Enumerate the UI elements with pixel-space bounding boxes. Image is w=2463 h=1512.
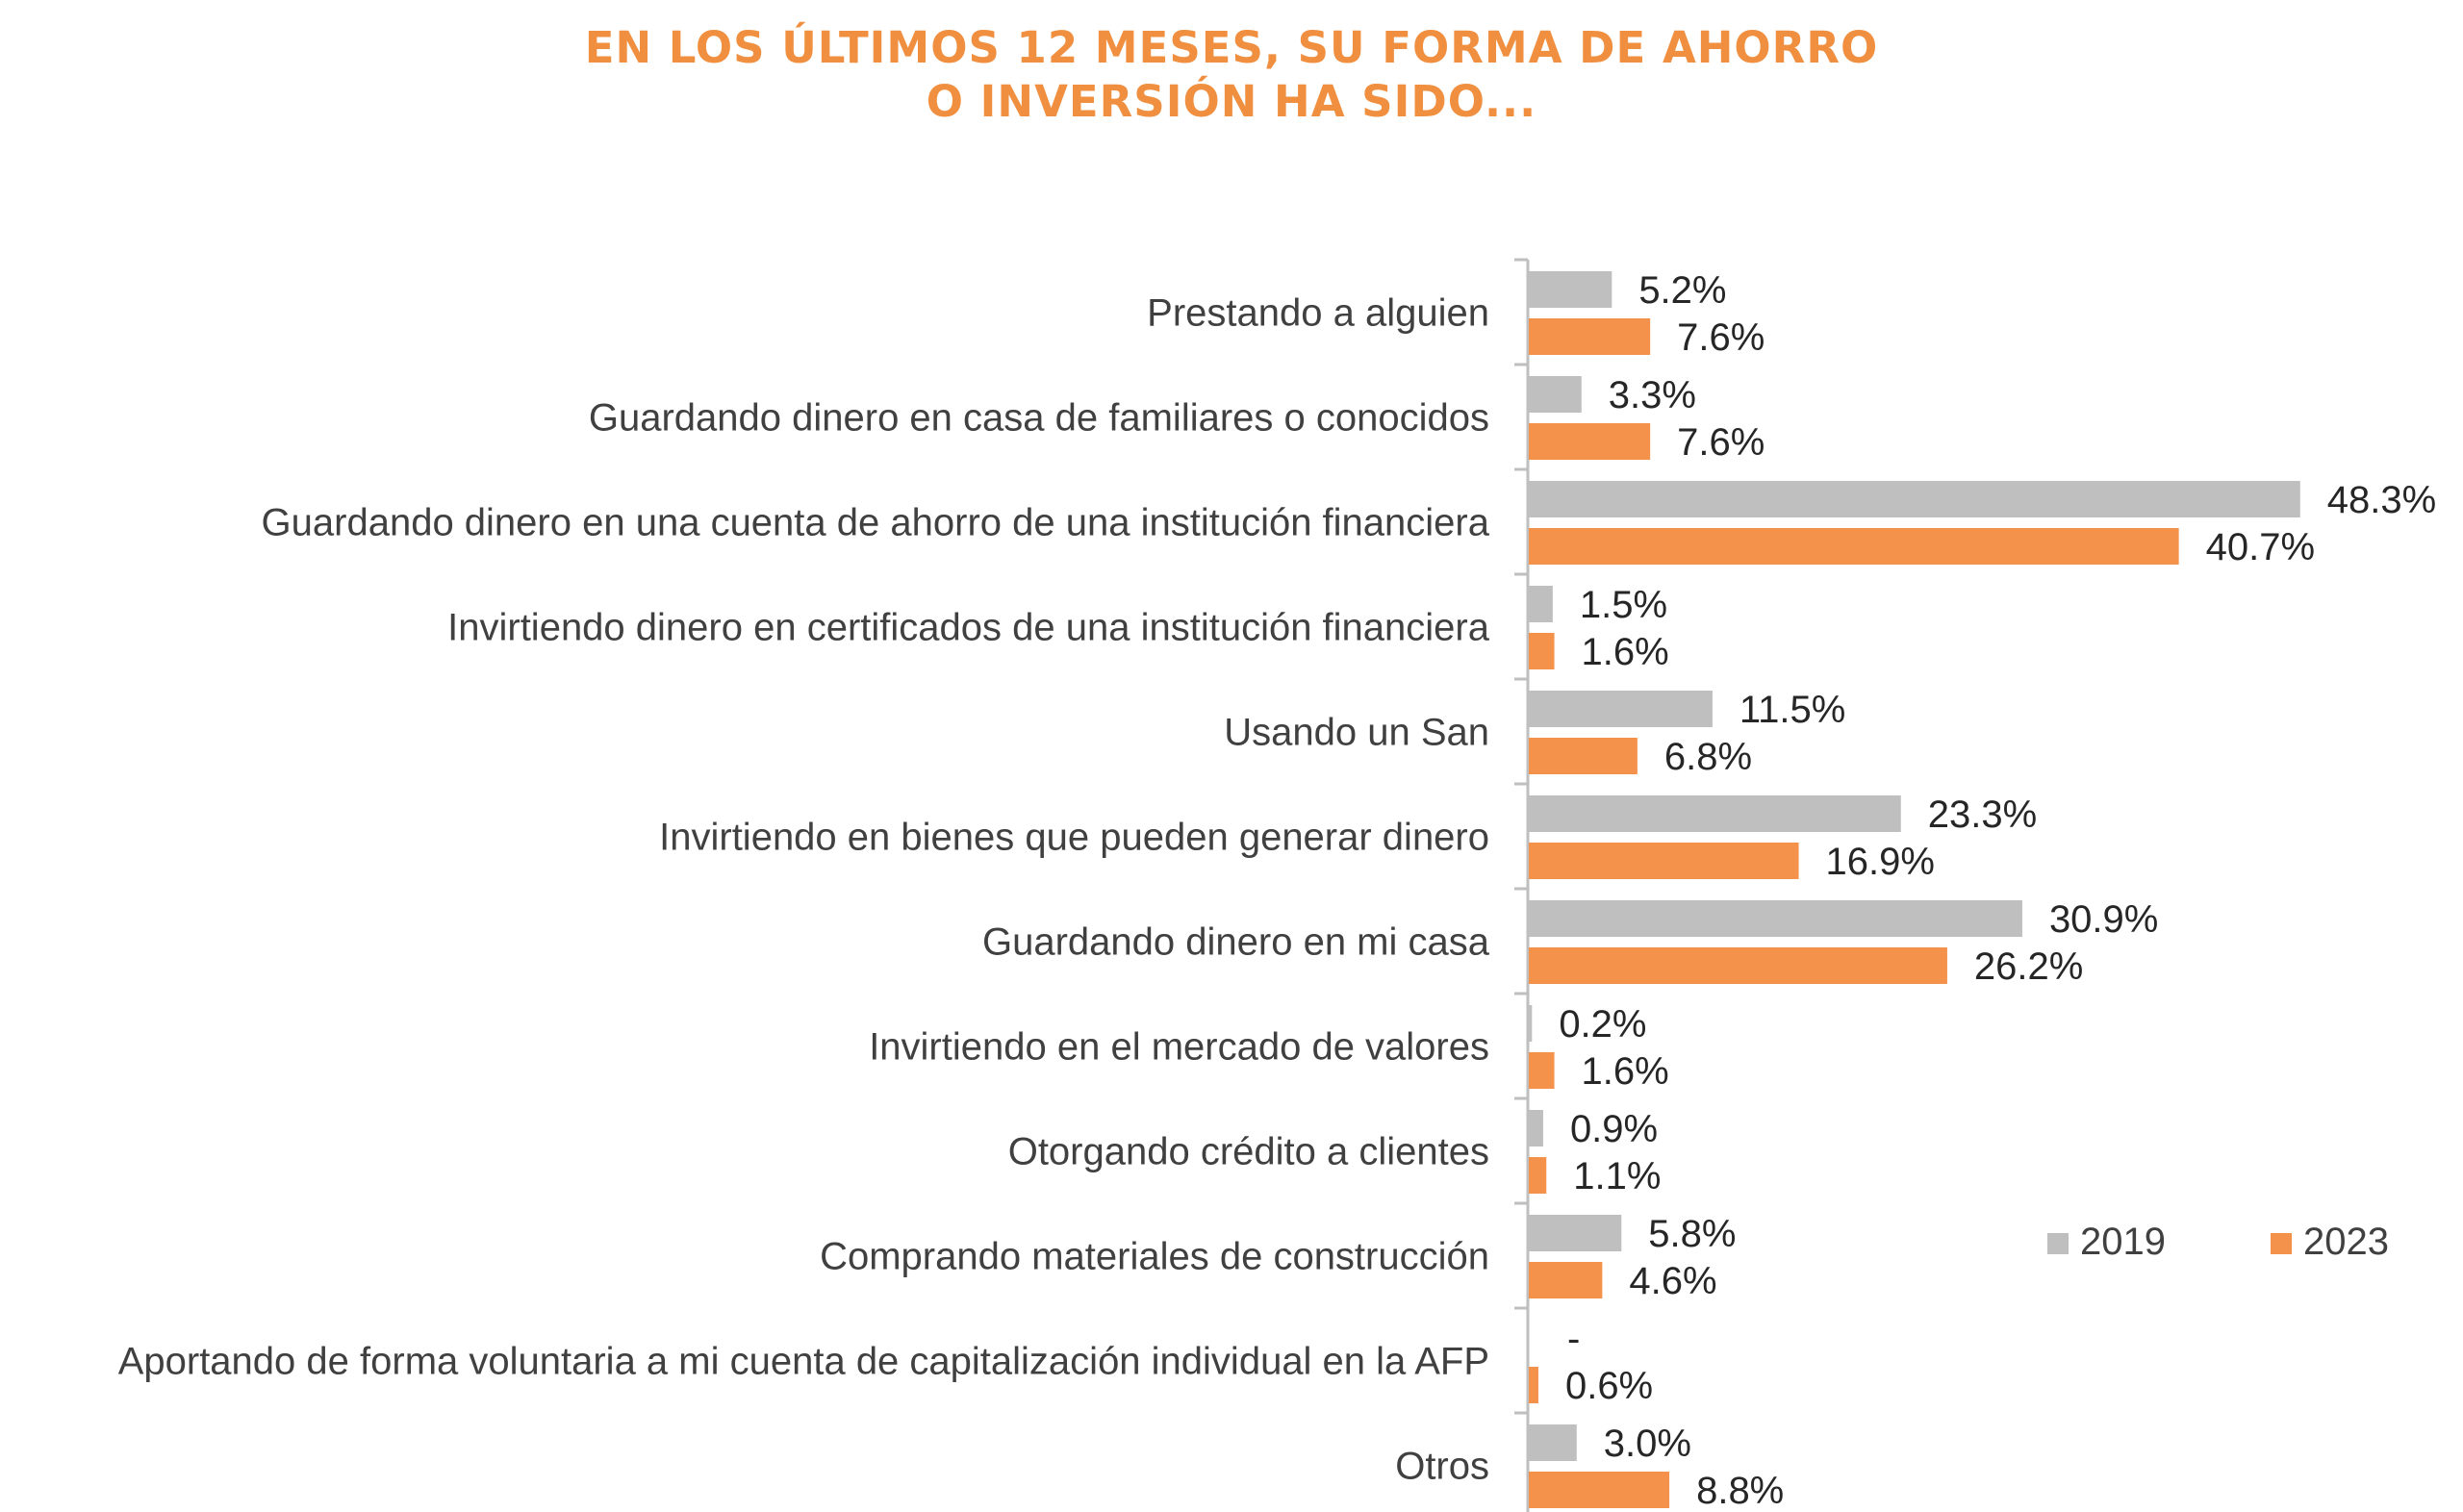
category-label: Guardando dinero en casa de familiares o… [589, 397, 1489, 440]
data-label-2019: 5.8% [1648, 1213, 1736, 1255]
category-label: Otorgando crédito a clientes [1008, 1131, 1489, 1173]
bar-2023 [1529, 633, 1555, 669]
legend-label-2023: 2023 [2303, 1221, 2389, 1263]
data-label-2019: - [1567, 1318, 1580, 1360]
data-label-2023: 1.1% [1573, 1155, 1661, 1197]
legend-swatch-2023 [2271, 1233, 2292, 1254]
bar-2023 [1529, 1262, 1603, 1298]
bar-2023 [1529, 1052, 1555, 1089]
legend-swatch-2019 [2047, 1233, 2069, 1254]
bar-2019 [1529, 691, 1713, 727]
legend-label-2019: 2019 [2080, 1221, 2166, 1263]
chart-title: EN LOS ÚLTIMOS 12 MESES, SU FORMA DE AHO… [0, 21, 2463, 129]
data-label-2023: 7.6% [1677, 421, 1765, 464]
data-label-2023: 8.8% [1696, 1470, 1784, 1512]
category-label: Usando un San [1224, 712, 1489, 754]
bar-2023 [1529, 1367, 1538, 1403]
data-label-2019: 48.3% [2327, 479, 2436, 521]
category-label: Guardando dinero en mi casa [982, 921, 1490, 964]
bar-2019 [1529, 795, 1901, 832]
data-label-2019: 5.2% [1638, 269, 1726, 312]
category-label: Invirtiendo en el mercado de valores [869, 1026, 1489, 1069]
data-label-2023: 7.6% [1677, 316, 1765, 359]
value-labels: 5.2%7.6%3.3%7.6%48.3%40.7%1.5%1.6%11.5%6… [1559, 269, 2436, 1512]
chart-title-line-2: O INVERSIÓN HA SIDO... [926, 76, 1537, 127]
bar-2019 [1529, 1005, 1533, 1042]
bar-2023 [1529, 843, 1799, 879]
data-label-2019: 30.9% [2049, 898, 2158, 941]
data-label-2023: 26.2% [1974, 945, 2083, 988]
data-label-2023: 16.9% [1826, 841, 1935, 883]
category-label: Guardando dinero en una cuenta de ahorro… [262, 502, 1490, 544]
bar-2019 [1529, 1215, 1622, 1251]
data-label-2019: 11.5% [1739, 689, 1845, 731]
bar-2019 [1529, 481, 2300, 517]
data-label-2023: 40.7% [2206, 526, 2315, 568]
data-label-2023: 1.6% [1582, 1050, 1669, 1093]
category-label: Comprando materiales de construcción [820, 1236, 1489, 1278]
chart-axis [1514, 258, 1530, 1512]
data-label-2019: 0.9% [1570, 1108, 1658, 1150]
data-label-2019: 3.0% [1604, 1423, 1691, 1465]
bar-2023 [1529, 1157, 1547, 1194]
bar-2019 [1529, 271, 1612, 308]
bar-2019 [1529, 900, 2022, 937]
category-labels: Prestando a alguien Guardando dinero en c… [118, 292, 1490, 1488]
chart-title-line-1: EN LOS ÚLTIMOS 12 MESES, SU FORMA DE AHO… [584, 22, 1879, 73]
data-label-2019: 1.5% [1580, 584, 1667, 626]
bar-2019 [1529, 376, 1582, 413]
bar-2023 [1529, 528, 2179, 565]
bar-2019 [1529, 586, 1553, 622]
bar-2019 [1529, 1424, 1577, 1461]
legend: 2019 2023 [2047, 1221, 2389, 1263]
data-label-2023: 0.6% [1565, 1365, 1653, 1407]
data-label-2023: 1.6% [1582, 631, 1669, 673]
bar-2023 [1529, 318, 1651, 355]
bars [1529, 271, 2300, 1508]
bar-2023 [1529, 947, 1947, 984]
bar-2023 [1529, 738, 1638, 774]
category-label: Otros [1395, 1446, 1489, 1488]
data-label-2019: 3.3% [1609, 374, 1696, 416]
data-label-2023: 6.8% [1664, 736, 1752, 778]
category-label: Invirtiendo en bienes que pueden generar… [659, 817, 1489, 859]
bar-2023 [1529, 423, 1651, 460]
category-label: Prestando a alguien [1147, 292, 1489, 335]
category-label: Aportando de forma voluntaria a mi cuent… [118, 1341, 1489, 1383]
bar-2023 [1529, 1472, 1670, 1508]
data-label-2023: 4.6% [1629, 1260, 1716, 1302]
data-label-2019: 23.3% [1928, 794, 2037, 836]
data-label-2019: 0.2% [1559, 1003, 1646, 1046]
category-label: Invirtiendo dinero en certificados de un… [447, 607, 1490, 649]
bar-2019 [1529, 1110, 1543, 1147]
